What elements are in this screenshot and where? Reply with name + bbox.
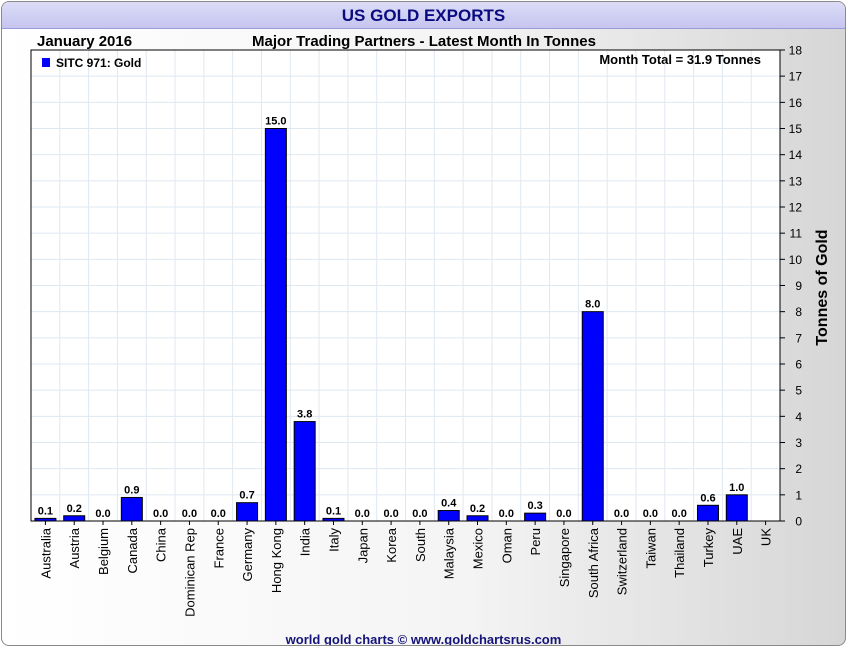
legend-swatch [42, 58, 50, 67]
x-tick-label: Australia [38, 527, 53, 578]
y-tick-label: 1 [795, 488, 802, 502]
x-tick-label: Peru [528, 528, 543, 555]
bar-value-label: 0.0 [643, 508, 658, 520]
bar-south-africa [581, 311, 604, 522]
x-tick-label: Germany [240, 528, 255, 582]
y-tick-label: 17 [789, 70, 803, 84]
bar-value-label: 0.2 [67, 503, 82, 515]
y-tick-label: 9 [795, 279, 802, 293]
bar-value-label: 3.8 [297, 409, 312, 421]
x-tick-label: Hong Kong [269, 528, 284, 593]
bar-value-label: 0.0 [355, 508, 370, 520]
bar-value-label: 0.0 [182, 508, 197, 520]
y-tick-label: 4 [795, 410, 802, 424]
bar-value-label: 0.2 [470, 503, 485, 515]
bar-value-label: 0.0 [672, 508, 687, 520]
y-tick-label: 13 [789, 174, 803, 188]
x-tick-label: Austria [67, 527, 82, 568]
x-tick-label: France [211, 528, 226, 568]
x-tick-label: Oman [499, 528, 514, 563]
bar-value-label: 8.0 [585, 299, 600, 311]
x-tick-label: Malaysia [442, 527, 457, 579]
y-tick-label: 14 [789, 148, 803, 162]
y-tick-label: 11 [790, 227, 803, 241]
x-tick-label: Singapore [557, 528, 572, 587]
bar-value-label: 0.7 [239, 490, 254, 502]
x-tick-label: Korea [384, 527, 399, 562]
x-tick-label: Belgium [96, 528, 111, 575]
bar-turkey [696, 504, 719, 522]
x-tick-label: China [154, 527, 169, 562]
bar-mexico [466, 515, 489, 522]
bar-value-label: 0.0 [499, 508, 514, 520]
footer-credit: world gold charts © www.goldchartsrus.co… [285, 632, 562, 646]
x-tick-label: Japan [355, 528, 370, 563]
x-tick-label: Italy [326, 528, 341, 552]
y-tick-label: 18 [789, 44, 803, 58]
period-label: January 2016 [37, 33, 133, 50]
legend-label: SITC 971: Gold [56, 56, 141, 70]
x-tick-label: India [298, 527, 313, 556]
bar-canada [120, 496, 143, 522]
y-tick-label: 0 [795, 515, 802, 529]
y-tick-label: 16 [789, 96, 803, 110]
x-tick-label: Mexico [471, 528, 486, 569]
x-tick-label: UK [759, 528, 774, 546]
bar-value-label: 1.0 [729, 482, 744, 494]
bar-india [293, 421, 316, 522]
y-tick-label: 7 [795, 331, 802, 345]
y-tick-label: 3 [795, 436, 802, 450]
bar-value-label: 0.9 [124, 484, 139, 496]
bar-uae [725, 494, 748, 522]
bar-austria [63, 515, 86, 522]
bar-italy [322, 517, 345, 522]
y-tick-label: 8 [795, 305, 802, 319]
y-tick-label: 5 [795, 384, 802, 398]
bar-value-label: 0.0 [412, 508, 427, 520]
bar-value-label: 0.0 [383, 508, 398, 520]
bar-australia [34, 517, 57, 522]
month-total-annotation: Month Total = 31.9 Tonnes [599, 52, 761, 67]
x-tick-label: South Africa [586, 527, 601, 598]
y-tick-label: 12 [789, 201, 803, 215]
bar-value-label: 0.1 [326, 505, 341, 517]
y-axis-title: Tonnes of Gold [814, 229, 831, 345]
x-tick-label: Dominican Rep [182, 528, 197, 617]
chart-subtitle: Major Trading Partners - Latest Month In… [252, 33, 596, 50]
x-tick-label: Switzerland [615, 528, 630, 595]
x-tick-label: Canada [125, 527, 140, 573]
x-tick-label: UAE [730, 528, 745, 555]
x-tick-label: Thailand [672, 528, 687, 578]
bar-value-label: 0.0 [95, 508, 110, 520]
bar-hong-kong [264, 128, 287, 522]
bar-value-label: 0.4 [441, 498, 457, 510]
x-tick-label: Taiwan [643, 528, 658, 568]
bar-value-label: 15.0 [265, 116, 286, 128]
chart-title: US GOLD EXPORTS [2, 2, 845, 29]
y-tick-label: 6 [795, 358, 802, 372]
bar-value-label: 0.6 [700, 492, 715, 504]
bar-germany [236, 502, 259, 522]
y-tick-label: 2 [795, 462, 802, 476]
bar-value-label: 0.0 [556, 508, 571, 520]
bar-value-label: 0.0 [614, 508, 629, 520]
bar-peru [524, 512, 547, 522]
x-tick-label: South [413, 528, 428, 562]
bar-value-label: 0.1 [38, 505, 53, 517]
x-tick-label: Turkey [701, 528, 716, 568]
bar-value-label: 0.0 [153, 508, 168, 520]
bar-malaysia [437, 510, 460, 522]
y-tick-label: 10 [789, 253, 803, 267]
y-tick-label: 15 [789, 122, 803, 136]
bar-value-label: 0.3 [527, 500, 542, 512]
bar-value-label: 0.0 [211, 508, 226, 520]
